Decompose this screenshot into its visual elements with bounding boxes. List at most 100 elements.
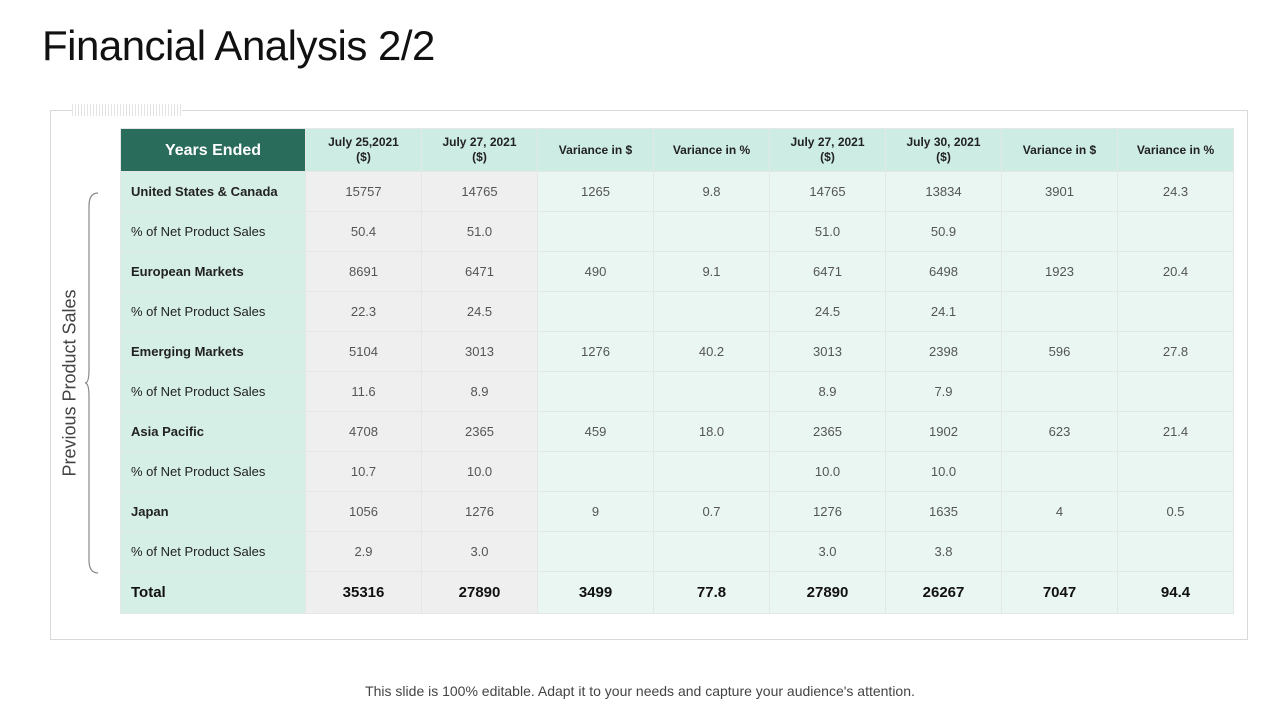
- table-cell: 2398: [885, 331, 1002, 372]
- table-cell: 6471: [421, 251, 538, 292]
- table-cell: [653, 291, 770, 332]
- table-row: % of Net Product Sales 22.3 24.5 24.5 24.1: [120, 291, 1234, 332]
- table-cell: 459: [537, 411, 654, 452]
- table-cell: 8.9: [421, 371, 538, 412]
- table-cell: 1276: [421, 491, 538, 532]
- column-header: July 25,2021 ($): [305, 128, 422, 172]
- table-cell: [1001, 531, 1118, 572]
- table-row: European Markets 8691 6471 490 9.1 6471 6498 19…: [120, 251, 1234, 292]
- table-cell: [537, 531, 654, 572]
- row-label: United States & Canada: [120, 171, 306, 212]
- table-cell: [653, 371, 770, 412]
- table-cell: [1001, 451, 1118, 492]
- column-header-line2: ($): [472, 150, 487, 164]
- total-cell: 77.8: [653, 571, 770, 614]
- table-cell: 15757: [305, 171, 422, 212]
- table-row: % of Net Product Sales 11.6 8.9 8.9 7.9: [120, 371, 1234, 412]
- table-cell: 3.0: [421, 531, 538, 572]
- table-cell: 1635: [885, 491, 1002, 532]
- table-cell: 6498: [885, 251, 1002, 292]
- column-header-line2: ($): [936, 150, 951, 164]
- table-row: % of Net Product Sales 2.9 3.0 3.0 3.8: [120, 531, 1234, 572]
- table-cell: 8.9: [769, 371, 886, 412]
- table-cell: 0.5: [1117, 491, 1234, 532]
- side-label: Previous Product Sales: [59, 289, 80, 477]
- row-label: % of Net Product Sales: [120, 291, 306, 332]
- table-cell: 10.7: [305, 451, 422, 492]
- table-cell: [653, 531, 770, 572]
- table-cell: 10.0: [885, 451, 1002, 492]
- column-header: July 27, 2021 ($): [421, 128, 538, 172]
- table-cell: 3.8: [885, 531, 1002, 572]
- table-cell: [537, 291, 654, 332]
- table-cell: 9: [537, 491, 654, 532]
- table-cell: 1902: [885, 411, 1002, 452]
- table-cell: [1117, 211, 1234, 252]
- table-cell: 24.5: [421, 291, 538, 332]
- column-header-line1: July 27, 2021: [790, 135, 865, 149]
- table-cell: 1056: [305, 491, 422, 532]
- table-cell: 13834: [885, 171, 1002, 212]
- column-header-line1: Variance in $: [558, 142, 633, 157]
- table-cell: 10.0: [769, 451, 886, 492]
- footer-note: This slide is 100% editable. Adapt it to…: [365, 683, 915, 699]
- table-cell: 0.7: [653, 491, 770, 532]
- row-label: % of Net Product Sales: [120, 371, 306, 412]
- table-cell: [537, 211, 654, 252]
- table-cell: 51.0: [769, 211, 886, 252]
- column-header: Variance in %: [653, 128, 770, 172]
- financial-table: Years Ended July 25,2021 ($) July 27, 202…: [120, 128, 1234, 614]
- column-header: Variance in $: [1001, 128, 1118, 172]
- row-label: Emerging Markets: [120, 331, 306, 372]
- table-cell: 3013: [421, 331, 538, 372]
- column-header: July 30, 2021 ($): [885, 128, 1002, 172]
- table-row: Emerging Markets 5104 3013 1276 40.2 3013 2398…: [120, 331, 1234, 372]
- frame-notch-decoration: [72, 104, 182, 116]
- total-cell: 35316: [305, 571, 422, 614]
- table-cell: [537, 451, 654, 492]
- table-cell: 7.9: [885, 371, 1002, 412]
- table-cell: 2365: [769, 411, 886, 452]
- table-cell: 9.8: [653, 171, 770, 212]
- column-header-line1: Variance in %: [1136, 142, 1215, 157]
- table-cell: 24.5: [769, 291, 886, 332]
- row-label: Japan: [120, 491, 306, 532]
- column-header: Variance in %: [1117, 128, 1234, 172]
- column-header-line2: ($): [820, 150, 835, 164]
- table-cell: 10.0: [421, 451, 538, 492]
- table-cell: 3013: [769, 331, 886, 372]
- total-cell: 3499: [537, 571, 654, 614]
- table-cell: [1117, 451, 1234, 492]
- table-cell: 2.9: [305, 531, 422, 572]
- table-row: % of Net Product Sales 10.7 10.0 10.0 10.0: [120, 451, 1234, 492]
- column-header-line1: July 27, 2021: [442, 135, 517, 149]
- table-cell: 3901: [1001, 171, 1118, 212]
- table-cell: 50.9: [885, 211, 1002, 252]
- table-cell: 18.0: [653, 411, 770, 452]
- column-header-line1: Variance in %: [672, 142, 751, 157]
- row-label: % of Net Product Sales: [120, 451, 306, 492]
- table-cell: [1001, 211, 1118, 252]
- table-cell: 1265: [537, 171, 654, 212]
- table-cell: 14765: [421, 171, 538, 212]
- table-cell: 4708: [305, 411, 422, 452]
- slide-title: Financial Analysis 2/2: [42, 22, 435, 69]
- table-cell: 596: [1001, 331, 1118, 372]
- table-row: Japan 1056 1276 9 0.7 1276 1635 4 0.5: [120, 491, 1234, 532]
- table-frame: [50, 110, 1248, 640]
- row-label: % of Net Product Sales: [120, 211, 306, 252]
- table-cell: 20.4: [1117, 251, 1234, 292]
- table-cell: 623: [1001, 411, 1118, 452]
- table-cell: 27.8: [1117, 331, 1234, 372]
- table-cell: [1117, 531, 1234, 572]
- table-cell: 2365: [421, 411, 538, 452]
- column-header-line1: July 30, 2021: [906, 135, 981, 149]
- column-header-line2: ($): [356, 150, 371, 164]
- total-cell: 26267: [885, 571, 1002, 614]
- table-cell: 1276: [537, 331, 654, 372]
- total-cell: 27890: [421, 571, 538, 614]
- table-cell: 51.0: [421, 211, 538, 252]
- table-cell: [653, 211, 770, 252]
- table-cell: 50.4: [305, 211, 422, 252]
- column-header-line1: July 25,2021: [328, 135, 399, 149]
